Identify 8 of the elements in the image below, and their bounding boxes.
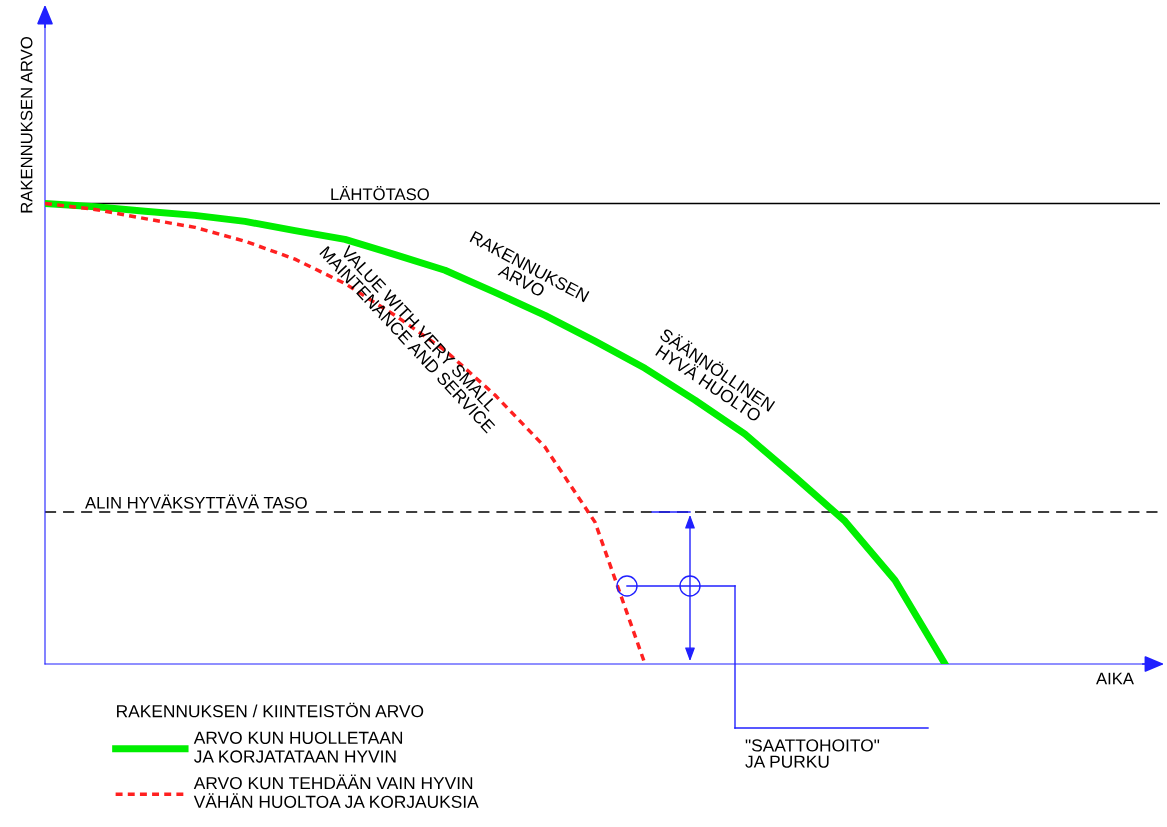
legend-label: ARVO KUN HUOLLETAAN JA KORJATATAAN HYVIN — [193, 731, 403, 763]
ref-line-label: LÄHTÖTASO — [331, 186, 429, 201]
ref-line-label: ALIN HYVÄKSYTTÄVÄ TASO — [85, 494, 307, 509]
text: "SAATTOHOITO" JA PURKU — [745, 739, 880, 768]
x-axis-title: AIKA — [1096, 672, 1134, 685]
legend-label: ARVO KUN TEHDÄÄN VAIN HYVIN VÄHÄN HUOLTOA JA KORJAUKSIA — [193, 774, 479, 808]
legend-title: RAKENNUKSEN / KIINTEISTÖN ARVO — [117, 702, 424, 718]
y-axis-title: RAKENNUKSEN ARVO — [20, 37, 33, 213]
